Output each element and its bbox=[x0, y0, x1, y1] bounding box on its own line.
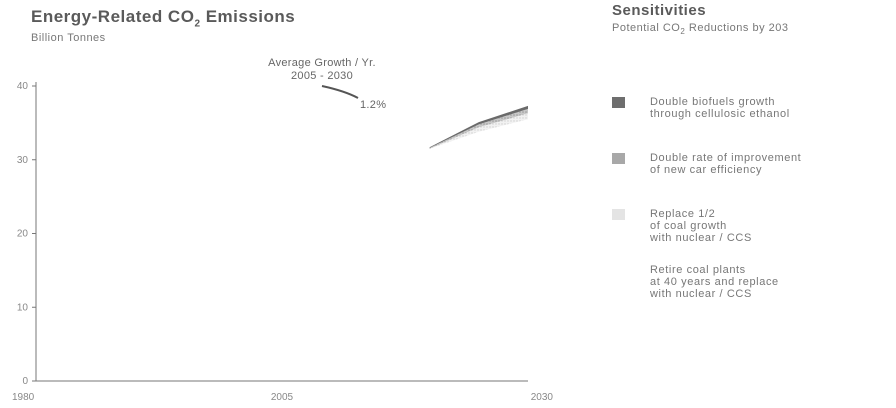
sensitivities-subtitle-main: Potential CO bbox=[612, 22, 681, 34]
area-band-3 bbox=[429, 105, 528, 148]
sensitivities-title: Sensitivities bbox=[612, 2, 707, 19]
growth-annotation-line1: Average Growth / Yr. bbox=[268, 57, 376, 69]
sensitivities-subtitle-subscript: 2 bbox=[680, 27, 686, 37]
y-tick-label: 0 bbox=[22, 376, 28, 387]
y-tick-label: 20 bbox=[17, 229, 29, 240]
growth-rate-label: 1.2% bbox=[360, 99, 387, 111]
chart-title-subscript: 2 bbox=[194, 18, 201, 30]
x-tick-label: 1980 bbox=[12, 392, 35, 403]
annotation-leader-line bbox=[321, 85, 359, 99]
x-tick-label: 2030 bbox=[531, 392, 554, 403]
y-tick-label: 30 bbox=[17, 155, 29, 166]
legend-label-coal-growth: Replace 1/2 of coal growth with nuclear … bbox=[650, 208, 752, 244]
x-tick-label: 2005 bbox=[271, 392, 294, 403]
chart-unit: Billion Tonnes bbox=[31, 32, 106, 44]
legend-label-car-efficiency: Double rate of improvement of new car ef… bbox=[650, 152, 802, 176]
legend-swatch-coal-growth bbox=[612, 209, 625, 220]
y-tick-label: 10 bbox=[17, 302, 29, 313]
sensitivities-subtitle: Potential CO2 Reductions by 203 bbox=[612, 22, 789, 36]
chart-title: Energy-Related CO2 Emissions bbox=[31, 7, 295, 29]
sensitivities-subtitle-tail: Reductions by 203 bbox=[685, 22, 789, 34]
chart-title-tail: Emissions bbox=[200, 7, 296, 26]
legend-label-retire-coal: Retire coal plants at 40 years and repla… bbox=[650, 264, 779, 300]
legend-swatch-biofuels bbox=[612, 97, 625, 108]
area-band-1 bbox=[429, 113, 528, 149]
y-tick-label: 40 bbox=[17, 81, 29, 92]
legend-label-biofuels: Double biofuels growth through cellulosi… bbox=[650, 96, 790, 120]
growth-annotation: Average Growth / Yr. 2005 - 2030 bbox=[222, 57, 422, 83]
legend-swatch-car-efficiency bbox=[612, 153, 625, 164]
chart-title-main: Energy-Related CO bbox=[31, 7, 195, 26]
growth-annotation-line2: 2005 - 2030 bbox=[290, 70, 354, 82]
area-band-2 bbox=[429, 108, 528, 149]
